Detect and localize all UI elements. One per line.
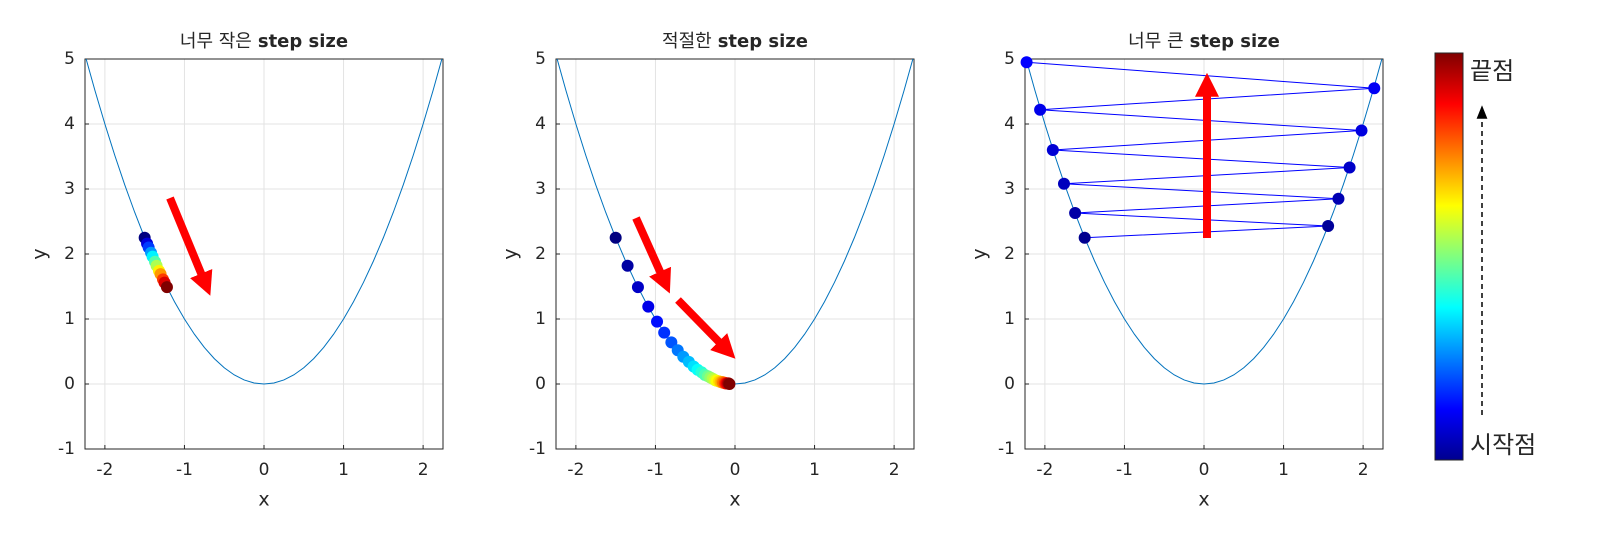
axes-box (555, 58, 915, 450)
y-tick-label: 1 (535, 309, 546, 329)
colorbar-bottom-label: 시작점 (1470, 431, 1536, 459)
x-tick-label: -2 (567, 460, 584, 480)
y-tick-label: 3 (535, 179, 546, 199)
plots: -2 -1 0 1 2 -1 0 1 2 3 4 5 너무 작은 step size x y -2 -1 0 1 2 -1… (29, 31, 1384, 511)
arrow (675, 297, 736, 359)
y-tick-label: 4 (64, 114, 75, 134)
y-tick-label: 2 (64, 244, 75, 264)
point (1343, 161, 1356, 174)
y-tick-label: 4 (535, 114, 546, 134)
subplot: -2 -1 0 1 2 -1 0 1 2 3 4 5 적절한 step size x y (500, 31, 915, 511)
arrow (632, 216, 671, 294)
y-tick-label: 2 (1004, 244, 1015, 264)
y-tick-label: -1 (58, 439, 75, 459)
x-tick-label: 1 (338, 460, 349, 480)
point (1034, 103, 1047, 116)
axes-box (84, 58, 444, 450)
y-tick-label: -1 (998, 439, 1015, 459)
point (1057, 177, 1070, 190)
point (1368, 82, 1381, 95)
subplot: -2 -1 0 1 2 -1 0 1 2 3 4 5 너무 큰 step size x y (969, 31, 1384, 511)
title-bold: step size (258, 31, 348, 52)
y-tick-label: -1 (529, 439, 546, 459)
y-tick-label: 5 (64, 49, 75, 69)
point (609, 231, 622, 244)
y-axis-label: y (969, 248, 991, 259)
x-tick-label: -1 (176, 460, 193, 480)
subplot: -2 -1 0 1 2 -1 0 1 2 3 4 5 너무 작은 step size x y (29, 31, 444, 511)
x-axis-label: x (1198, 489, 1209, 511)
point (1069, 207, 1082, 220)
x-tick-label: 2 (1358, 460, 1369, 480)
point (651, 315, 664, 328)
y-tick-label: 5 (1004, 49, 1015, 69)
x-axis-label: x (258, 489, 269, 511)
point (1355, 124, 1368, 137)
x-tick-label: 2 (418, 460, 429, 480)
title-bold: step size (718, 31, 808, 52)
y-tick-label: 0 (535, 374, 546, 394)
point (631, 281, 644, 294)
x-tick-label: -2 (1036, 460, 1053, 480)
title-bold: step size (1190, 31, 1280, 52)
colorbar-top-label: 끝점 (1470, 57, 1514, 85)
y-tick-label: 2 (535, 244, 546, 264)
point (723, 378, 736, 390)
point (1322, 220, 1335, 233)
x-tick-label: -1 (1116, 460, 1133, 480)
x-axis-label: x (729, 489, 740, 511)
x-tick-label: -1 (647, 460, 664, 480)
title-text: 너무 작은 (180, 31, 252, 52)
point (621, 259, 634, 272)
x-tick-label: 0 (259, 460, 270, 480)
y-axis-label: y (500, 248, 522, 259)
chart-title: 적절한 step size (662, 31, 808, 52)
colorbar: 끝점 시작점 (1434, 52, 1536, 461)
x-tick-label: 0 (730, 460, 741, 480)
point (160, 281, 173, 294)
colorbar-gradient (1434, 52, 1464, 461)
arrow (166, 196, 213, 296)
point (642, 300, 655, 313)
x-tick-label: 1 (1278, 460, 1289, 480)
title-text: 너무 큰 (1128, 31, 1183, 52)
x-tick-label: 0 (1199, 460, 1210, 480)
x-tick-label: 2 (889, 460, 900, 480)
axes-box (1024, 58, 1384, 450)
point (658, 326, 671, 339)
y-tick-label: 5 (535, 49, 546, 69)
arrows (166, 72, 1219, 359)
title-text: 적절한 (662, 31, 712, 52)
y-tick-label: 3 (1004, 179, 1015, 199)
point (1332, 192, 1345, 205)
chart-title: 너무 작은 step size (180, 31, 348, 52)
y-tick-label: 0 (64, 374, 75, 394)
point (1046, 144, 1059, 156)
y-tick-label: 1 (1004, 309, 1015, 329)
y-tick-label: 0 (1004, 374, 1015, 394)
y-axis-label: y (29, 248, 51, 259)
x-tick-label: -2 (96, 460, 113, 480)
chart-title: 너무 큰 step size (1128, 31, 1280, 52)
x-tick-label: 1 (809, 460, 820, 480)
y-tick-label: 4 (1004, 114, 1015, 134)
y-tick-label: 1 (64, 309, 75, 329)
point (1020, 56, 1033, 69)
y-tick-label: 3 (64, 179, 75, 199)
point (1078, 231, 1091, 244)
